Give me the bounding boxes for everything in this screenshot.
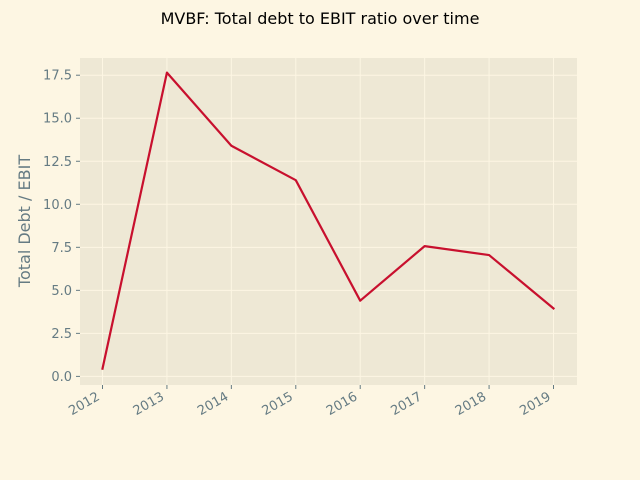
y-tick-label: 5.0 [51, 284, 72, 299]
grid [80, 58, 577, 385]
chart-title: MVBF: Total debt to EBIT ratio over time [161, 9, 480, 28]
y-axis: 0.0 2.5 5.0 7.5 10.0 12.5 15.0 17.5 [43, 69, 80, 385]
y-tick-label: 7.5 [51, 241, 72, 256]
plot-area [80, 58, 577, 385]
y-tick-label: 10.0 [43, 198, 72, 213]
y-tick-label: 12.5 [43, 155, 72, 170]
y-tick-label: 2.5 [51, 327, 72, 342]
series-line [101, 71, 556, 370]
series-group [101, 71, 556, 370]
y-tick-label: 15.0 [43, 112, 72, 127]
y-tick-label: 17.5 [43, 69, 72, 84]
y-axis-label: Total Debt / EBIT [15, 155, 34, 288]
y-tick-label: 0.0 [51, 370, 72, 385]
